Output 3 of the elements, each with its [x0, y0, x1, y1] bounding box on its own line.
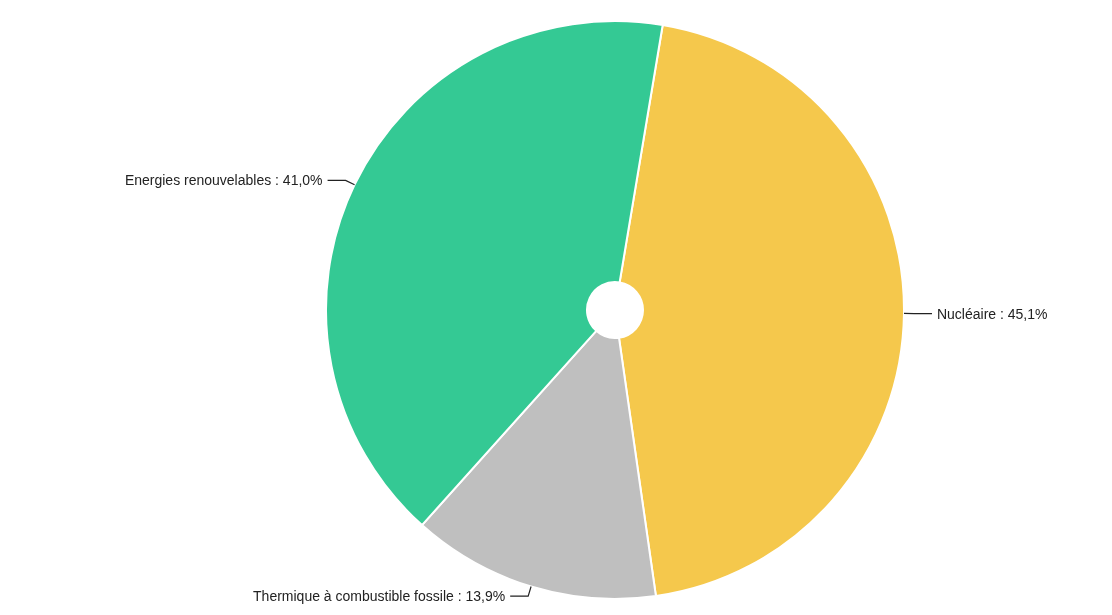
- slice-label: Thermique à combustible fossile : 13,9%: [253, 588, 506, 605]
- slice-label: Energies renouvelables : 41,0%: [124, 172, 323, 189]
- slice-label: Nucléaire : 45,1%: [936, 305, 1048, 322]
